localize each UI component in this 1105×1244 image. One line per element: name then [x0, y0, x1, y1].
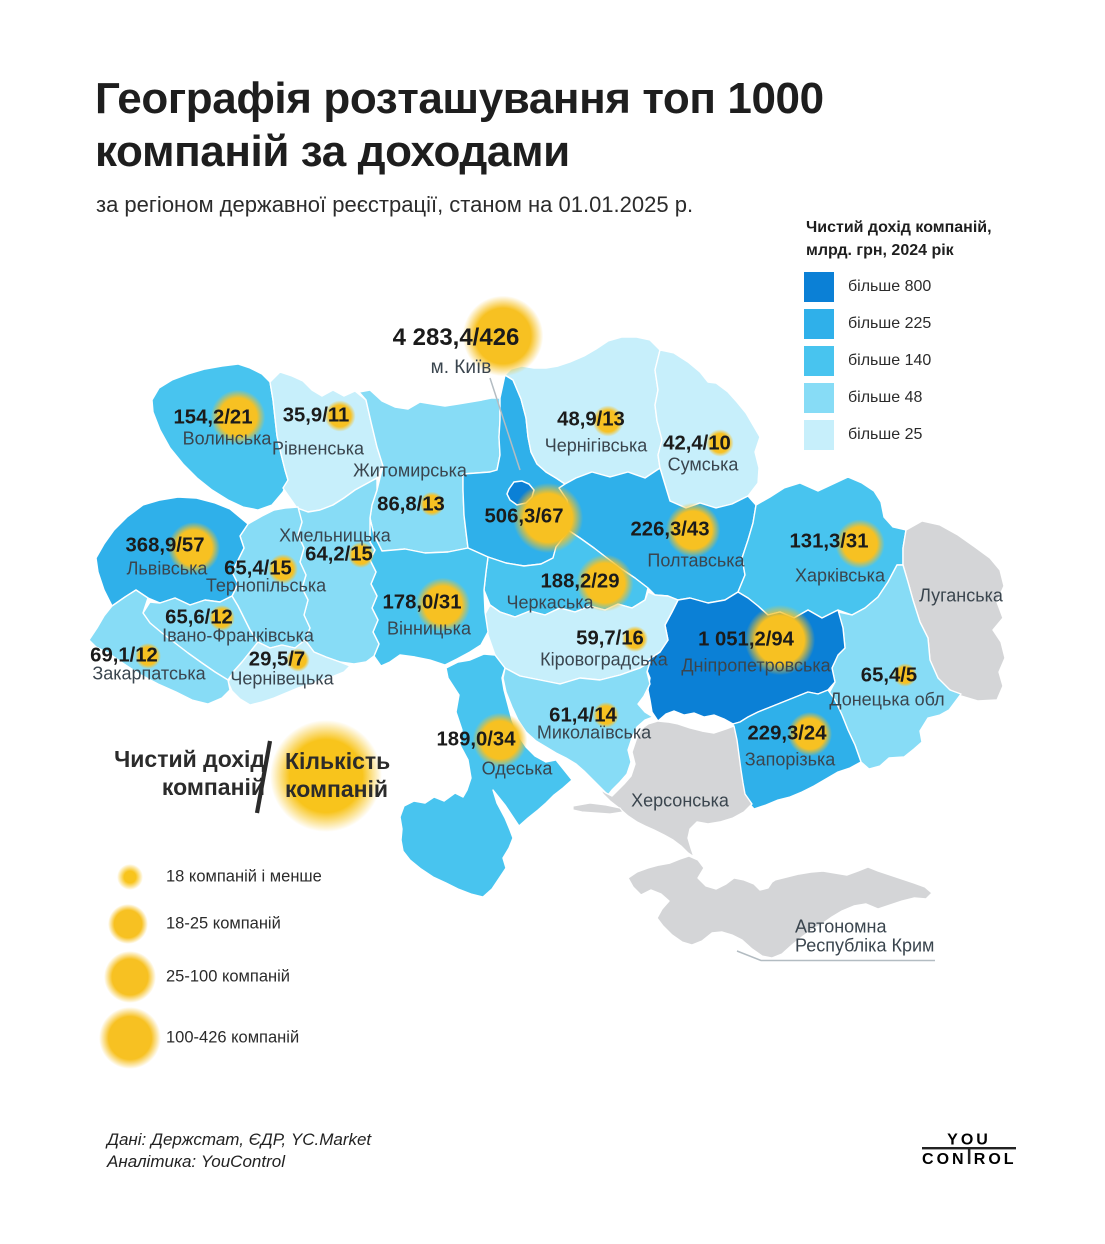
svg-text:YOU: YOU: [947, 1131, 991, 1148]
svg-text:ROL: ROL: [974, 1151, 1017, 1168]
svg-text:CON: CON: [922, 1151, 967, 1168]
